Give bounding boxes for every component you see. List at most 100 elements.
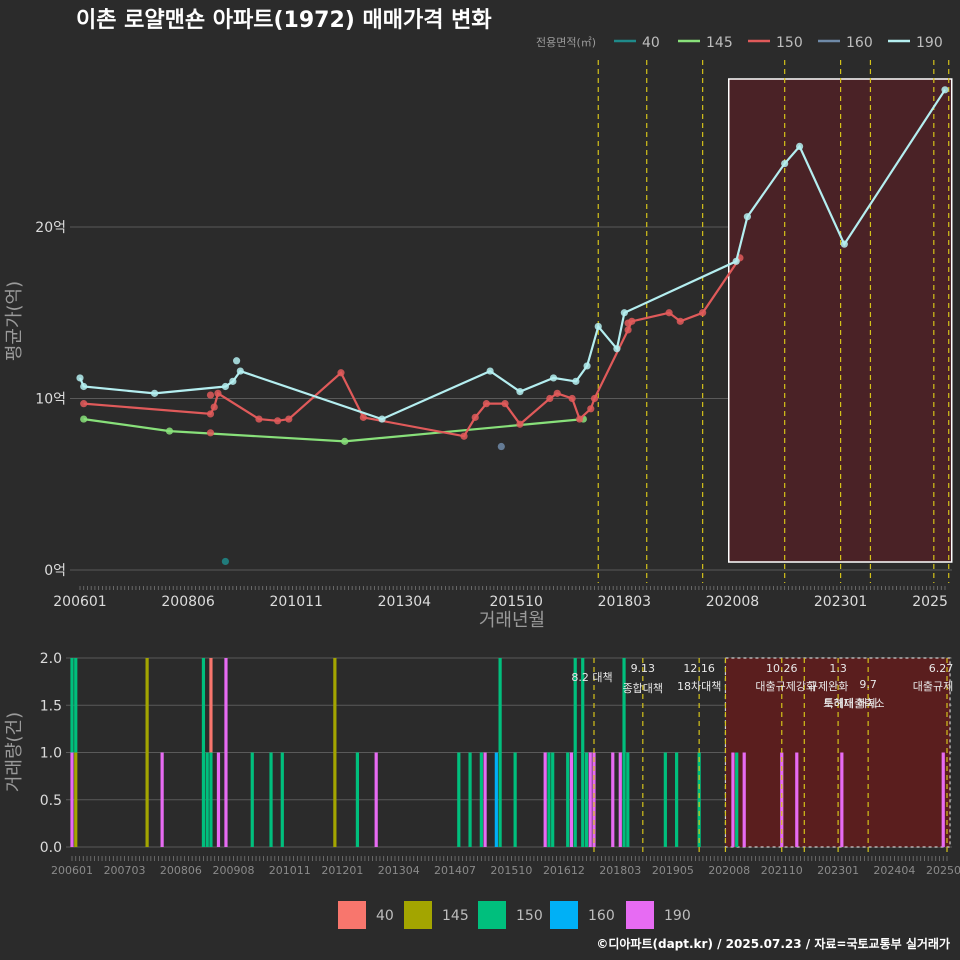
price-point-190 bbox=[150, 389, 159, 397]
price-xtick-label: 201510 bbox=[490, 594, 543, 610]
volume-bar-190 bbox=[569, 752, 574, 847]
price-yaxis-label: 평균가(억) bbox=[4, 281, 25, 361]
volume-legend-label-160: 160 bbox=[588, 908, 615, 924]
volume-policy-annotation: 12.16 bbox=[683, 662, 715, 675]
volume-bar-150 bbox=[250, 752, 254, 847]
volume-bar-190 bbox=[374, 752, 378, 847]
volume-xtick-label: 201201 bbox=[321, 864, 363, 877]
price-point-150 bbox=[255, 415, 263, 423]
volume-bar-190 bbox=[731, 752, 735, 847]
price-point-145 bbox=[341, 437, 349, 445]
volume-legend-swatch-40 bbox=[338, 901, 366, 929]
volume-policy-annotation: 9.13 bbox=[631, 662, 656, 675]
volume-policy-annotation: 1.3 bbox=[829, 662, 847, 675]
volume-bar-160 bbox=[494, 752, 498, 847]
volume-bar-150 bbox=[675, 752, 679, 847]
price-point-150 bbox=[460, 432, 468, 440]
volume-legend-swatch-190 bbox=[626, 901, 654, 929]
price-point-190 bbox=[620, 309, 628, 317]
volume-bar-150 bbox=[584, 752, 589, 847]
volume-ytick-label: 2.0 bbox=[40, 651, 62, 667]
volume-bar-150 bbox=[513, 752, 517, 847]
volume-legend-swatch-160 bbox=[550, 901, 578, 929]
volume-bar-150 bbox=[566, 752, 570, 847]
volume-bar-190 bbox=[592, 752, 596, 847]
price-point-150 bbox=[665, 309, 673, 317]
price-series-line-145 bbox=[83, 418, 584, 443]
volume-bar-150 bbox=[573, 658, 577, 847]
volume-bar-190 bbox=[216, 752, 221, 847]
volume-legend-label-145: 145 bbox=[442, 908, 469, 924]
volume-bar-150 bbox=[457, 752, 461, 847]
volume-bar-150 bbox=[209, 752, 213, 847]
price-point-150 bbox=[274, 417, 282, 425]
volume-bar-190 bbox=[70, 752, 74, 847]
volume-bar-40 bbox=[209, 658, 213, 753]
price-xaxis-label: 거래년월 bbox=[479, 610, 545, 631]
chart-title: 이촌 로얄맨숀 아파트(1972) 매매가격 변화 bbox=[76, 8, 492, 33]
volume-policy-annotation: 특례대출축소 bbox=[824, 697, 885, 710]
price-ytick-label: 20억 bbox=[35, 220, 66, 236]
price-legend-label-40: 40 bbox=[642, 35, 660, 51]
price-point-150 bbox=[210, 403, 218, 411]
volume-bar-150 bbox=[622, 658, 626, 847]
volume-xtick-label: 200806 bbox=[160, 864, 202, 877]
price-point-190 bbox=[732, 257, 740, 265]
volume-policy-annotation: 18차대책 bbox=[677, 680, 721, 693]
volume-bar-150 bbox=[498, 658, 502, 847]
volume-ytick-label: 0.5 bbox=[40, 793, 62, 809]
volume-bar-150 bbox=[663, 752, 667, 847]
volume-policy-annotation: 8.2 대책 bbox=[571, 671, 612, 684]
volume-bar-190 bbox=[224, 658, 228, 847]
price-legend-title: 전용면적(㎡) bbox=[536, 36, 596, 49]
volume-xtick-label: 202110 bbox=[761, 864, 803, 877]
price-point-150 bbox=[676, 317, 684, 325]
volume-bar-145 bbox=[333, 658, 337, 847]
price-point-150 bbox=[624, 326, 632, 334]
price-point-190 bbox=[549, 374, 558, 382]
volume-xtick-label: 202404 bbox=[873, 864, 915, 877]
price-point-150 bbox=[471, 413, 479, 421]
price-point-150 bbox=[624, 319, 632, 327]
volume-bar-190 bbox=[543, 752, 547, 847]
price-point-150 bbox=[501, 400, 509, 408]
volume-xtick-label: 201905 bbox=[652, 864, 694, 877]
price-point-190 bbox=[594, 322, 602, 331]
volume-bar-150 bbox=[74, 658, 78, 753]
volume-bar-190 bbox=[941, 752, 945, 847]
volume-bar-150 bbox=[205, 752, 209, 847]
volume-bar-145 bbox=[74, 752, 78, 847]
price-point-145 bbox=[80, 415, 88, 423]
price-point-150 bbox=[80, 400, 88, 408]
price-point-160 bbox=[497, 442, 505, 451]
volume-legend-label-190: 190 bbox=[664, 908, 691, 924]
price-legend-label-190: 190 bbox=[916, 35, 943, 51]
price-point-150 bbox=[587, 405, 595, 413]
volume-bar-190 bbox=[742, 752, 746, 847]
volume-bar-190 bbox=[618, 752, 622, 847]
volume-xtick-label: 201510 bbox=[490, 864, 532, 877]
volume-bar-150 bbox=[70, 658, 74, 753]
price-legend: 전용면적(㎡) 40 145 150 160 190 bbox=[536, 35, 943, 51]
volume-policy-annotation: 10.26 bbox=[766, 662, 798, 675]
price-point-150 bbox=[206, 410, 215, 418]
volume-xtick-label: 200703 bbox=[104, 864, 146, 877]
price-point-190 bbox=[781, 159, 789, 168]
volume-policy-annotation: 토허제 해제 bbox=[823, 696, 877, 710]
price-xtick-label: 200806 bbox=[161, 594, 215, 610]
price-point-190 bbox=[236, 367, 244, 375]
price-point-150 bbox=[568, 394, 576, 403]
volume-bar-150 bbox=[201, 658, 206, 847]
volume-bar-150 bbox=[551, 752, 555, 847]
volume-bar-150 bbox=[280, 752, 284, 847]
volume-xtick-label: 201304 bbox=[378, 864, 420, 877]
volume-bar-190 bbox=[840, 752, 844, 847]
price-point-150 bbox=[206, 391, 215, 399]
price-point-150 bbox=[359, 413, 367, 421]
volume-bar-190 bbox=[795, 752, 799, 847]
price-point-190 bbox=[613, 345, 621, 353]
price-point-150 bbox=[546, 394, 554, 403]
price-point-150 bbox=[214, 389, 222, 397]
price-xtick-label: 201803 bbox=[598, 594, 651, 610]
